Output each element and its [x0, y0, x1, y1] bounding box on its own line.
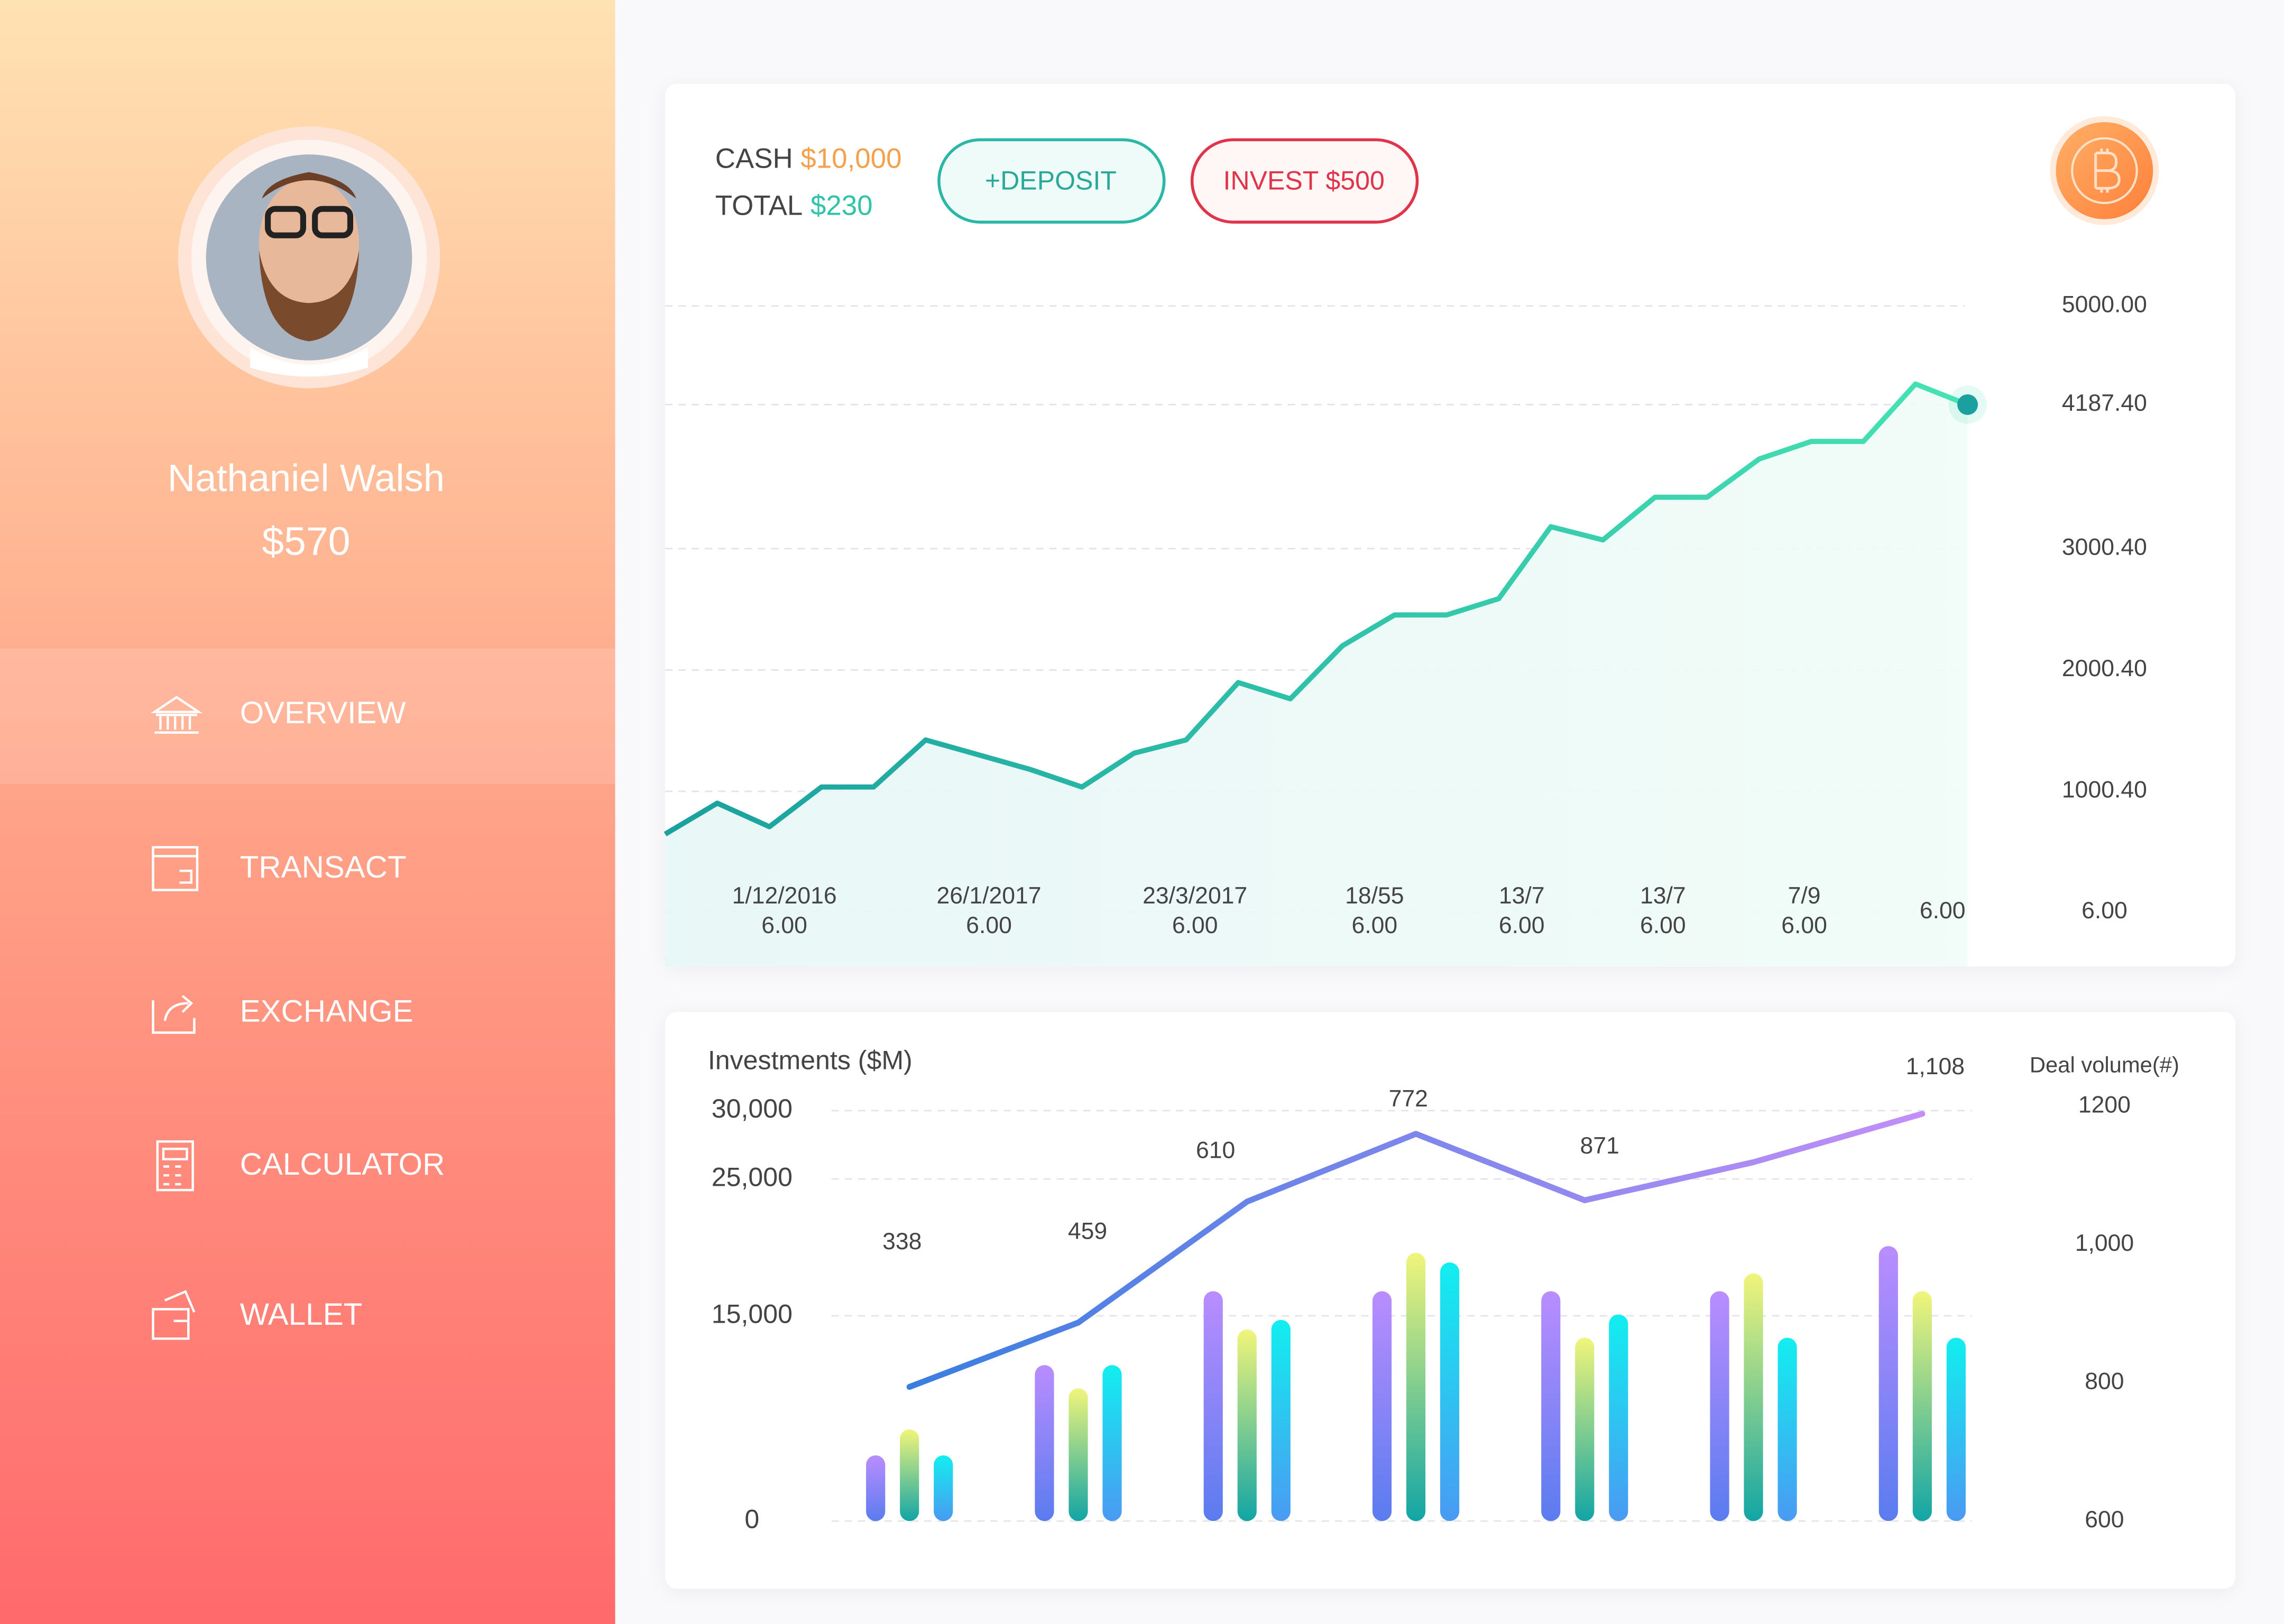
x-tick-label: 6.00: [761, 912, 807, 938]
user-balance: $570: [262, 519, 350, 563]
active-item: [0, 649, 615, 785]
total-label: TOTAL: [715, 190, 803, 221]
invest-label[interactable]: INVEST $500: [1223, 165, 1385, 195]
total: TOTAL $230: [715, 190, 873, 221]
menu-item[interactable]: EXCHANGE: [240, 994, 413, 1029]
x-tick-label: 6.00: [1781, 912, 1827, 938]
y2-tick-label: 1,000: [2075, 1230, 2134, 1256]
bar: [1237, 1329, 1257, 1521]
bar: [1744, 1273, 1763, 1521]
x-tick-label: 6.00: [1351, 912, 1397, 938]
icon-wallet-card: [152, 846, 199, 891]
bar: [866, 1455, 886, 1521]
invest-button[interactable]: [1190, 138, 1419, 224]
bar: [1035, 1365, 1054, 1521]
cash: CASH $10,000: [715, 143, 902, 174]
bar: [1406, 1253, 1426, 1521]
y-tick-label: 5000.00: [2062, 292, 2147, 318]
annotation: 610: [1196, 1138, 1235, 1164]
annotation: 871: [1580, 1133, 1619, 1159]
x-tick-label: 6.00: [1640, 912, 1686, 938]
cash-value: $10,000: [800, 143, 901, 174]
x-tick-label: 13/7: [1640, 883, 1686, 909]
bar: [1069, 1388, 1088, 1521]
x-tick-label: 23/3/2017: [1143, 883, 1247, 909]
x-tick-label: 6.00: [1499, 912, 1545, 938]
bar: [900, 1429, 919, 1521]
annotation: 772: [1389, 1086, 1428, 1112]
deposit-button[interactable]: [937, 138, 1166, 224]
y-tick-label: 1000.40: [2062, 777, 2147, 803]
annotation: 338: [882, 1229, 922, 1254]
deposit-label[interactable]: +DEPOSIT: [985, 165, 1117, 195]
bar: [1946, 1337, 1966, 1521]
x-tick-label: 6.00: [966, 912, 1012, 938]
x-tick-label: 13/7: [1499, 883, 1545, 909]
x-tick-label: 26/1/2017: [936, 883, 1041, 909]
y2-tick-label: 600: [2085, 1507, 2124, 1533]
bar: [1203, 1291, 1223, 1521]
y2-axis-title: Deal volume(#): [2030, 1052, 2179, 1077]
y-tick-label: 25,000: [712, 1162, 793, 1192]
y-tick-label: 6.00: [2082, 898, 2128, 924]
annotation: 1,108: [1906, 1054, 1965, 1079]
y-tick-label: 3000.40: [2062, 534, 2147, 560]
y-tick-label: 2000.40: [2062, 656, 2147, 681]
chart-title: Investments ($M): [708, 1045, 913, 1075]
x-tick-label: 18/55: [1345, 883, 1404, 909]
bar: [1710, 1291, 1729, 1521]
y-tick-label: 4187.40: [2062, 390, 2147, 416]
line: [906, 1111, 1926, 1390]
x-tick-label: 6.00: [1172, 912, 1218, 938]
bar: [1778, 1337, 1797, 1521]
bar: [1372, 1291, 1392, 1521]
user-name: Nathaniel Walsh: [168, 457, 445, 500]
bar: [1575, 1337, 1595, 1521]
menu-item[interactable]: CALCULATOR: [240, 1147, 445, 1182]
bar: [934, 1455, 953, 1521]
point: [1957, 394, 1978, 415]
x-tick-label: 7/9: [1788, 883, 1821, 909]
bar: [1102, 1365, 1122, 1521]
y-tick-label: 30,000: [712, 1094, 793, 1123]
cash-label: CASH: [715, 143, 793, 174]
y2-tick-label: 1200: [2078, 1092, 2131, 1118]
avatar: [178, 126, 440, 389]
bar: [1440, 1262, 1460, 1521]
y-tick-label: 0: [744, 1504, 759, 1534]
annotation: 459: [1068, 1219, 1107, 1244]
menu-item[interactable]: OVERVIEW: [240, 696, 406, 730]
bar: [1878, 1246, 1898, 1521]
x-tick-label: 1/12/2016: [732, 883, 837, 909]
menu-item[interactable]: WALLET: [240, 1297, 363, 1332]
icon-exchange: [152, 995, 196, 1034]
line: [664, 381, 1969, 837]
bar: [1912, 1291, 1932, 1521]
y2-tick-label: 800: [2085, 1368, 2124, 1394]
icon-wallet: [152, 1290, 196, 1340]
menu-item[interactable]: TRANSACT: [240, 850, 407, 884]
total-value: $230: [811, 190, 873, 221]
x-tick-label: 6.00: [1920, 898, 1966, 924]
y-tick-label: 15,000: [712, 1299, 793, 1328]
icon-bank: [150, 696, 203, 734]
bar: [1609, 1314, 1628, 1521]
menu-icons: [150, 696, 203, 1340]
bar: [1271, 1320, 1291, 1521]
bar: [1541, 1291, 1561, 1521]
bitcoin-icon[interactable]: [2050, 116, 2159, 225]
